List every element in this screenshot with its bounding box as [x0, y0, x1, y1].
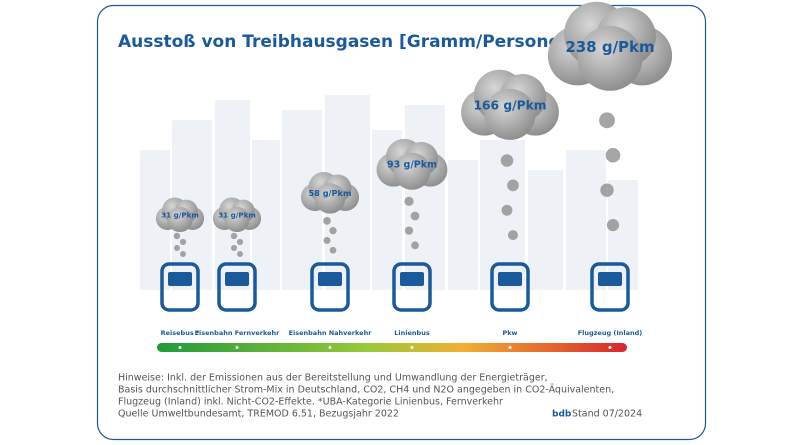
scale-bar: [157, 343, 627, 352]
cloud: [376, 138, 448, 190]
vehicle-icon: [392, 262, 432, 312]
cloud-part: [393, 152, 431, 190]
scale-dot: [328, 346, 332, 349]
category-label: Linienbus: [394, 329, 430, 337]
smoke-puff: [410, 211, 420, 221]
smoke-puff: [411, 241, 419, 250]
smoke-puff: [180, 251, 186, 257]
cloud: [300, 171, 360, 214]
value-label: 31 g/Pkm: [161, 210, 199, 219]
category-label: Eisenbahn Fernverkehr: [195, 329, 281, 337]
note-line: Quelle Umweltbundesamt, TREMOD 6.51, Bez…: [118, 409, 399, 420]
cloud-part: [314, 183, 346, 214]
vehicle-window: [168, 272, 192, 286]
smoke-puff: [329, 226, 337, 235]
category-label: Eisenbahn Nahverkehr: [289, 329, 373, 337]
category-label: Pkw: [502, 329, 517, 337]
smoke-puff: [500, 154, 514, 167]
scale-dot: [235, 346, 239, 349]
smoke-puff: [501, 204, 513, 216]
cloud: [547, 1, 673, 91]
vehicle-icon: [490, 262, 530, 312]
stand: Stand 07/2024: [572, 409, 642, 420]
smoke-puff: [605, 147, 621, 163]
value-label: 58 g/Pkm: [308, 188, 351, 198]
cloud: [212, 197, 262, 233]
smoke-puff: [173, 244, 181, 252]
value-label: 93 g/Pkm: [387, 160, 437, 171]
vehicle-icon: [590, 262, 630, 312]
scale-dot: [410, 346, 414, 349]
smoke-puff: [404, 196, 414, 206]
smoke-puff: [323, 236, 331, 244]
scale-dot: [178, 346, 182, 349]
value-label: 238 g/Pkm: [565, 38, 654, 56]
scale-dot: [508, 346, 512, 349]
smoke-puff: [230, 232, 238, 240]
category-label: Reisebus *: [161, 329, 200, 337]
cloud-part: [167, 206, 193, 233]
vehicle-window: [498, 272, 522, 286]
smoke-puff: [230, 244, 238, 252]
smoke-puff: [237, 251, 243, 257]
value-label: 31 g/Pkm: [218, 210, 256, 219]
vehicle-icon: [160, 262, 200, 312]
title: Ausstoß von Treibhausgasen [Gramm/Person…: [118, 32, 616, 52]
smoke-puff: [329, 246, 337, 254]
vehicle-window: [318, 272, 342, 286]
cloud-part: [484, 88, 536, 140]
vehicle-window: [400, 272, 424, 286]
category-label: Flugzeug (Inland): [578, 329, 643, 337]
smoke-puff: [507, 230, 519, 241]
cloud: [155, 197, 205, 233]
note-line: Basis durchschnittlicher Strom-Mix in De…: [118, 385, 614, 396]
smoke-puff: [599, 112, 615, 129]
note-line: Flugzeug (Inland) inkl. Nicht-CO2-Effekt…: [118, 397, 503, 408]
vehicle-icon: [217, 262, 257, 312]
smoke-puff: [236, 238, 244, 246]
cloud: [461, 69, 559, 140]
logo: bdb: [552, 410, 572, 420]
cloud-part: [224, 206, 250, 233]
note-line: Hinweise: Inkl. der Emissionen aus der B…: [118, 373, 548, 384]
smoke-puff: [404, 226, 414, 235]
cloud-part: [577, 26, 643, 91]
smoke-puff: [323, 217, 331, 225]
vehicle-window: [225, 272, 249, 286]
value-label: 166 g/Pkm: [473, 98, 546, 112]
scale-dot: [608, 346, 612, 349]
smoke-puff: [606, 218, 620, 232]
smoke-puff: [507, 179, 519, 192]
smoke-puff: [173, 232, 181, 240]
vehicle-window: [598, 272, 622, 286]
smoke-puff: [600, 183, 614, 197]
smoke-puff: [179, 238, 187, 246]
notes: Hinweise: Inkl. der Emissionen aus der B…: [118, 373, 614, 420]
vehicle-icon: [310, 262, 350, 312]
